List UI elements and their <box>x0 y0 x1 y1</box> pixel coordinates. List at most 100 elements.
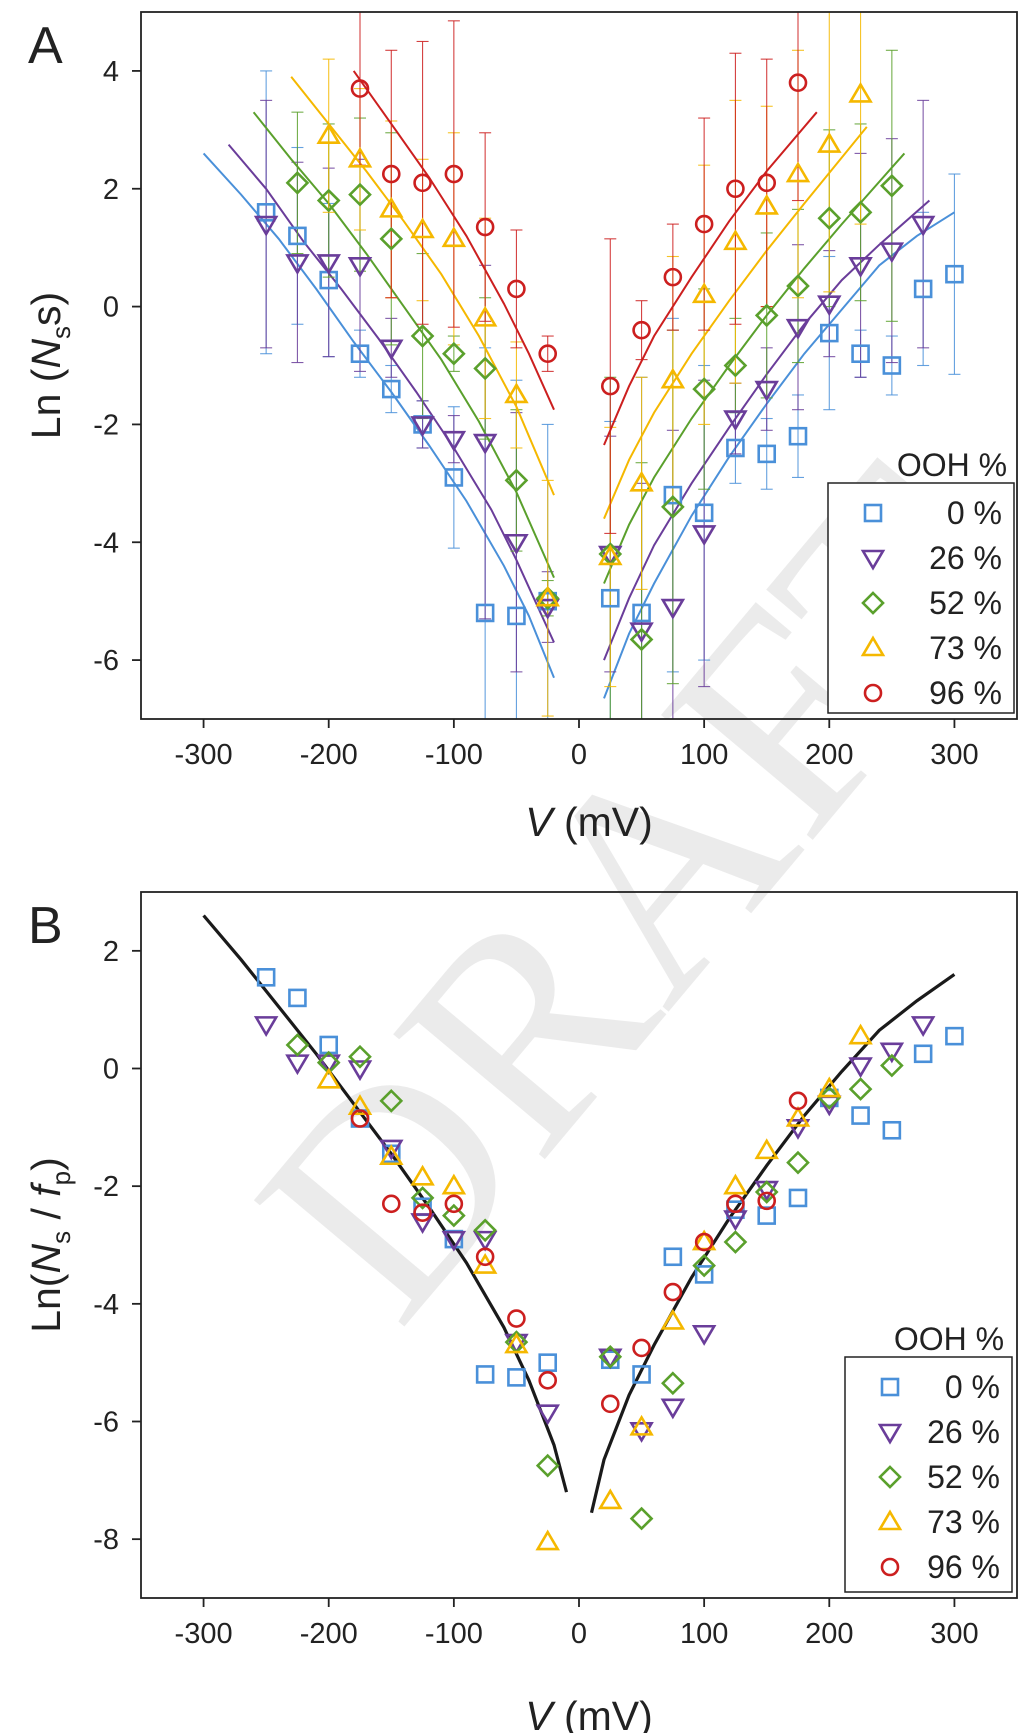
data-point-96 <box>663 1282 683 1302</box>
data-point-73 <box>347 146 373 168</box>
x-axis-unit: (mV) <box>553 799 653 845</box>
fit-line-26-negative <box>227 143 555 643</box>
data-point-96 <box>475 1247 495 1267</box>
data-point-96 <box>413 1203 432 1222</box>
legend-marker-52 <box>861 591 885 615</box>
x-tick-label: 200 <box>805 1618 853 1650</box>
data-point-0 <box>913 279 933 299</box>
x-axis-variable: V <box>525 799 556 845</box>
data-point-52 <box>661 1371 685 1396</box>
data-point-26 <box>379 339 404 361</box>
data-point-0 <box>507 1368 526 1387</box>
data-point-26 <box>848 1057 873 1079</box>
panel-label: A <box>28 17 63 75</box>
data-point-96 <box>350 1109 370 1128</box>
y-tick-label: -6 <box>93 1407 119 1439</box>
data-point-26 <box>691 525 717 546</box>
data-point-73 <box>598 1488 623 1510</box>
legend-marker-73 <box>860 635 886 657</box>
data-point-52 <box>661 495 685 519</box>
data-point-26 <box>629 1422 654 1443</box>
data-point-26 <box>691 1324 717 1346</box>
data-point-0 <box>694 503 714 523</box>
legend-marker-52 <box>878 1465 902 1489</box>
data-point-0 <box>663 1247 683 1267</box>
data-point-73 <box>754 193 779 215</box>
data-point-96 <box>600 1394 620 1414</box>
data-point-0 <box>538 1353 558 1372</box>
x-tick-label: 0 <box>571 739 587 771</box>
legend-label-96: 96 % <box>929 675 1002 711</box>
data-point-26 <box>410 416 435 437</box>
data-point-96 <box>694 214 714 234</box>
legend-marker-26 <box>860 549 886 571</box>
data-point-73 <box>817 1076 842 1098</box>
legend-label-96: 96 % <box>927 1549 1000 1585</box>
data-point-96 <box>381 1194 401 1214</box>
data-point-96 <box>507 279 526 299</box>
data-point-0 <box>256 968 276 987</box>
data-point-73 <box>504 382 529 404</box>
global-fit-negative <box>202 914 569 1493</box>
data-point-52 <box>880 1053 904 1078</box>
data-point-52 <box>285 1033 310 1057</box>
x-axis-variable: V <box>525 1693 556 1733</box>
legend-marker-96 <box>863 683 883 703</box>
data-point-73 <box>660 1308 686 1330</box>
data-point-0 <box>945 264 964 284</box>
data-point-96 <box>538 1371 558 1390</box>
data-point-26 <box>347 257 373 278</box>
data-point-26 <box>754 380 779 402</box>
data-point-52 <box>598 1344 623 1369</box>
legend-label-52: 52 % <box>929 585 1002 621</box>
y-axis-suffix: s) <box>23 292 69 326</box>
plot-area <box>202 12 964 719</box>
fit-line-0-negative <box>202 152 555 679</box>
data-point-52 <box>880 173 904 198</box>
x-tick-label: 200 <box>805 739 853 771</box>
data-point-26 <box>535 598 560 620</box>
data-point-96 <box>663 267 683 287</box>
data-point-52 <box>442 1203 466 1228</box>
data-point-52 <box>629 1506 654 1531</box>
data-point-96 <box>444 1194 464 1214</box>
data-point-52 <box>848 1077 873 1101</box>
plot-area <box>202 914 964 1551</box>
data-point-26 <box>253 1016 279 1037</box>
x-tick-label: -200 <box>300 1618 358 1650</box>
data-point-26 <box>785 318 811 340</box>
data-point-96 <box>788 1091 808 1111</box>
data-point-0 <box>945 1026 964 1046</box>
data-point-96 <box>350 79 370 98</box>
data-point-73 <box>754 1138 779 1160</box>
data-point-73 <box>629 470 654 492</box>
y-axis-subscript: s <box>46 326 76 339</box>
y-tick-label: -2 <box>93 1171 119 1203</box>
data-point-73 <box>410 217 435 239</box>
data-point-0 <box>288 226 307 246</box>
legend-label-26: 26 % <box>929 540 1002 576</box>
data-point-52 <box>692 377 716 401</box>
fit-line-52-negative <box>252 111 555 579</box>
data-point-52 <box>473 1218 497 1243</box>
data-point-96 <box>632 1338 651 1358</box>
data-point-26 <box>879 242 905 264</box>
data-point-26 <box>316 254 341 275</box>
data-point-96 <box>381 164 401 184</box>
data-point-26 <box>598 1348 623 1370</box>
data-point-52 <box>348 182 372 207</box>
y-axis-prefix: Ln ( <box>23 368 69 439</box>
legend-marker-26 <box>877 1423 903 1445</box>
x-tick-label: -100 <box>425 1618 483 1650</box>
data-point-0 <box>726 438 745 458</box>
data-point-52 <box>817 206 842 231</box>
data-point-26 <box>253 215 279 237</box>
data-point-96 <box>413 173 432 193</box>
y-axis-prefix: Ln( <box>23 1273 69 1333</box>
x-tick-label: 100 <box>680 1618 728 1650</box>
data-point-52 <box>692 1253 716 1278</box>
data-point-73 <box>723 1173 748 1195</box>
data-point-0 <box>507 606 526 626</box>
data-point-26 <box>723 410 748 432</box>
